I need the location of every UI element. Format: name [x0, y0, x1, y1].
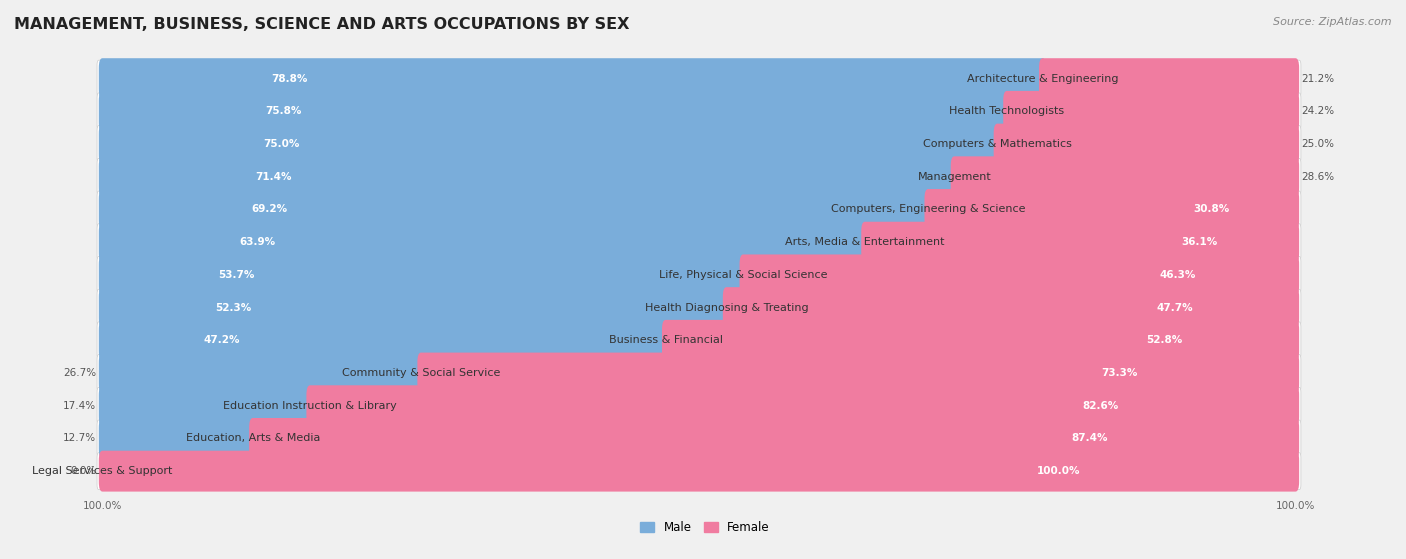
- FancyBboxPatch shape: [98, 58, 1046, 99]
- FancyBboxPatch shape: [97, 420, 1301, 457]
- FancyBboxPatch shape: [97, 93, 1301, 130]
- Text: Legal Services & Support: Legal Services & Support: [32, 466, 173, 476]
- FancyBboxPatch shape: [862, 222, 1299, 263]
- FancyBboxPatch shape: [98, 451, 1299, 491]
- FancyBboxPatch shape: [97, 191, 1301, 228]
- Text: 30.8%: 30.8%: [1194, 205, 1229, 215]
- FancyBboxPatch shape: [1004, 91, 1299, 132]
- Text: Management: Management: [918, 172, 991, 182]
- Text: 87.4%: 87.4%: [1071, 433, 1108, 443]
- Text: 71.4%: 71.4%: [256, 172, 292, 182]
- Text: 46.3%: 46.3%: [1160, 270, 1197, 280]
- Text: Computers, Engineering & Science: Computers, Engineering & Science: [831, 205, 1025, 215]
- Text: 53.7%: 53.7%: [218, 270, 254, 280]
- Text: 75.0%: 75.0%: [263, 139, 299, 149]
- FancyBboxPatch shape: [97, 158, 1301, 195]
- FancyBboxPatch shape: [740, 254, 1299, 295]
- FancyBboxPatch shape: [307, 385, 1299, 426]
- FancyBboxPatch shape: [950, 157, 1299, 197]
- FancyBboxPatch shape: [98, 254, 747, 295]
- FancyBboxPatch shape: [97, 224, 1301, 260]
- FancyBboxPatch shape: [97, 60, 1301, 97]
- Text: MANAGEMENT, BUSINESS, SCIENCE AND ARTS OCCUPATIONS BY SEX: MANAGEMENT, BUSINESS, SCIENCE AND ARTS O…: [14, 17, 630, 32]
- FancyBboxPatch shape: [97, 257, 1301, 293]
- FancyBboxPatch shape: [97, 126, 1301, 163]
- FancyBboxPatch shape: [723, 287, 1299, 328]
- Text: 47.2%: 47.2%: [204, 335, 240, 345]
- Text: Architecture & Engineering: Architecture & Engineering: [967, 74, 1118, 84]
- FancyBboxPatch shape: [994, 124, 1299, 164]
- Text: 24.2%: 24.2%: [1302, 106, 1334, 116]
- Text: 82.6%: 82.6%: [1081, 401, 1118, 411]
- FancyBboxPatch shape: [925, 189, 1299, 230]
- FancyBboxPatch shape: [1039, 58, 1299, 99]
- FancyBboxPatch shape: [98, 418, 257, 459]
- Text: Business & Financial: Business & Financial: [609, 335, 723, 345]
- FancyBboxPatch shape: [98, 91, 1011, 132]
- FancyBboxPatch shape: [97, 289, 1301, 326]
- Text: 52.8%: 52.8%: [1146, 335, 1182, 345]
- FancyBboxPatch shape: [98, 222, 869, 263]
- Text: 52.3%: 52.3%: [215, 302, 250, 312]
- Text: 100.0%: 100.0%: [1038, 466, 1081, 476]
- Text: 28.6%: 28.6%: [1302, 172, 1334, 182]
- Text: 26.7%: 26.7%: [63, 368, 97, 378]
- FancyBboxPatch shape: [97, 322, 1301, 359]
- Text: Community & Social Service: Community & Social Service: [342, 368, 501, 378]
- Text: 12.7%: 12.7%: [63, 433, 97, 443]
- Text: 25.0%: 25.0%: [1302, 139, 1334, 149]
- Text: 73.3%: 73.3%: [1102, 368, 1137, 378]
- Text: 0.0%: 0.0%: [70, 466, 97, 476]
- FancyBboxPatch shape: [98, 157, 957, 197]
- Text: Arts, Media & Entertainment: Arts, Media & Entertainment: [785, 237, 945, 247]
- Text: Health Technologists: Health Technologists: [949, 106, 1064, 116]
- Text: Education Instruction & Library: Education Instruction & Library: [224, 401, 396, 411]
- Legend: Male, Female: Male, Female: [640, 521, 769, 534]
- Text: 75.8%: 75.8%: [266, 106, 301, 116]
- FancyBboxPatch shape: [98, 189, 932, 230]
- FancyBboxPatch shape: [98, 287, 730, 328]
- Text: 17.4%: 17.4%: [63, 401, 97, 411]
- Text: 36.1%: 36.1%: [1182, 237, 1218, 247]
- Text: Computers & Mathematics: Computers & Mathematics: [922, 139, 1071, 149]
- Text: 63.9%: 63.9%: [239, 237, 276, 247]
- Text: Education, Arts & Media: Education, Arts & Media: [186, 433, 321, 443]
- Text: 69.2%: 69.2%: [252, 205, 287, 215]
- Text: 47.7%: 47.7%: [1157, 302, 1194, 312]
- Text: Health Diagnosing & Treating: Health Diagnosing & Treating: [644, 302, 808, 312]
- FancyBboxPatch shape: [249, 418, 1299, 459]
- Text: Source: ZipAtlas.com: Source: ZipAtlas.com: [1274, 17, 1392, 27]
- FancyBboxPatch shape: [98, 385, 314, 426]
- Text: 78.8%: 78.8%: [271, 74, 308, 84]
- FancyBboxPatch shape: [98, 353, 425, 394]
- FancyBboxPatch shape: [97, 453, 1301, 490]
- FancyBboxPatch shape: [97, 354, 1301, 391]
- FancyBboxPatch shape: [662, 320, 1299, 361]
- FancyBboxPatch shape: [98, 124, 1001, 164]
- Text: Life, Physical & Social Science: Life, Physical & Social Science: [659, 270, 827, 280]
- Text: 21.2%: 21.2%: [1302, 74, 1334, 84]
- FancyBboxPatch shape: [97, 387, 1301, 424]
- FancyBboxPatch shape: [98, 320, 669, 361]
- FancyBboxPatch shape: [418, 353, 1299, 394]
